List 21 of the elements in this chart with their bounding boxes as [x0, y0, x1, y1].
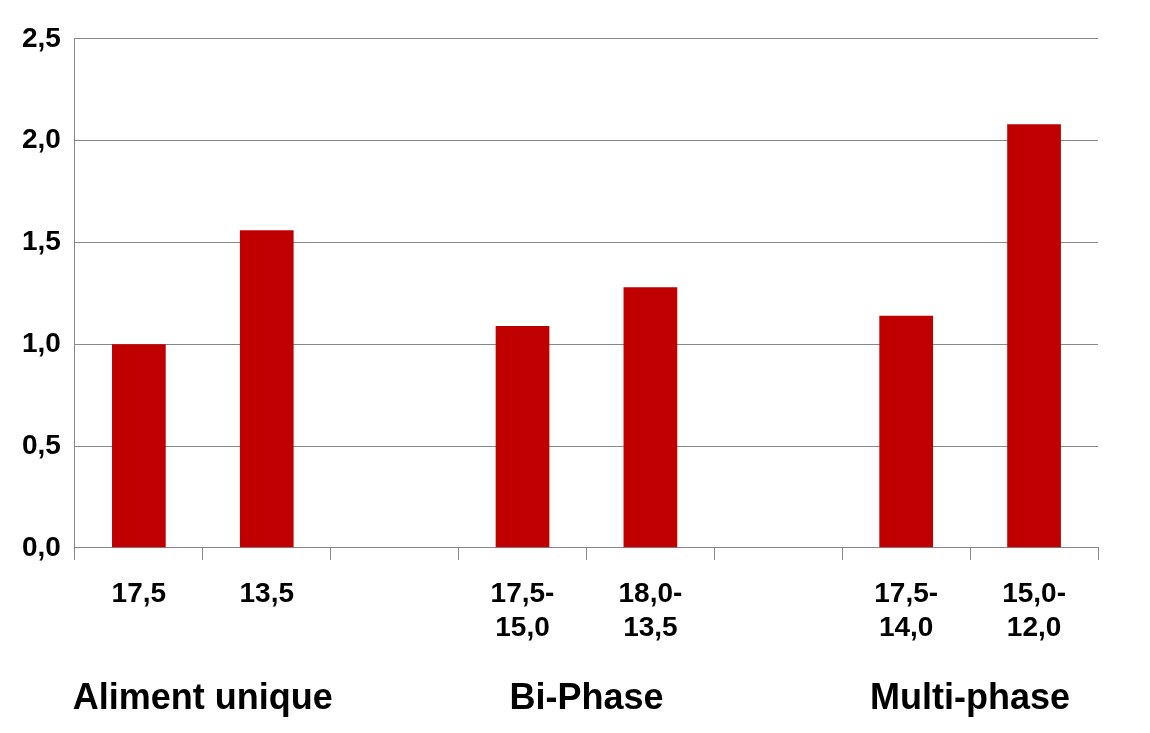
x-tick-label: 17,5-15,0 — [490, 577, 555, 642]
x-tick-label: 15,0-12,0 — [1002, 577, 1066, 642]
x-tick-label: 17,5-14,0 — [874, 577, 939, 642]
y-tick-label: 1,5 — [21, 225, 61, 257]
bar — [879, 315, 934, 548]
bar — [495, 325, 550, 548]
y-tick-label: 0,5 — [21, 428, 61, 460]
x-tick-label: 13,5 — [239, 577, 294, 609]
text: Aliment unique — [72, 675, 333, 717]
y-tick-label: 1,0 — [21, 326, 61, 358]
x-tick-label: 17,5 — [111, 577, 167, 609]
y-tick-label: 0,0 — [21, 530, 61, 562]
text: Bi-Phase — [509, 675, 664, 717]
bar — [112, 344, 166, 548]
x-tick-label: 18,0-13,5 — [618, 577, 683, 642]
text: Multi-phase — [870, 675, 1071, 717]
bar — [239, 230, 294, 548]
y-tick-label: 2,0 — [21, 123, 61, 155]
y-tick-label: 2,5 — [21, 21, 61, 53]
bar — [623, 287, 678, 548]
bar — [1007, 124, 1061, 548]
